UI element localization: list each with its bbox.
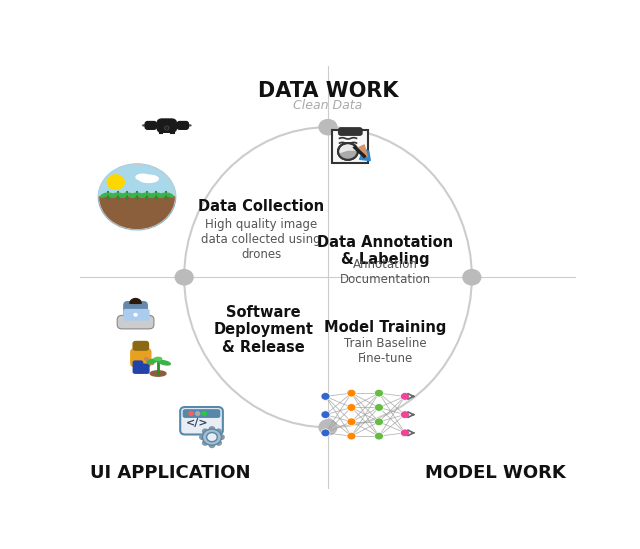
FancyBboxPatch shape [133,341,148,350]
Circle shape [196,412,200,415]
Circle shape [374,418,383,425]
Ellipse shape [159,193,166,197]
FancyBboxPatch shape [124,309,150,321]
FancyBboxPatch shape [117,315,154,329]
Wedge shape [99,197,176,230]
Circle shape [189,412,193,415]
Circle shape [202,441,208,445]
Circle shape [99,164,176,230]
Circle shape [401,429,410,436]
Circle shape [347,404,356,411]
Circle shape [130,299,141,308]
Circle shape [321,393,330,400]
FancyBboxPatch shape [339,128,362,135]
FancyBboxPatch shape [157,119,177,132]
Wedge shape [339,152,358,160]
Circle shape [202,429,208,434]
Text: Data Annotation
& Labeling: Data Annotation & Labeling [317,235,453,267]
FancyBboxPatch shape [130,348,152,367]
Text: UI APPLICATION: UI APPLICATION [90,464,250,482]
Ellipse shape [175,125,182,126]
Circle shape [319,120,337,135]
Ellipse shape [157,193,164,197]
FancyBboxPatch shape [332,130,368,163]
Text: Annotation
Documentation: Annotation Documentation [339,258,431,286]
Circle shape [463,270,481,285]
Circle shape [200,435,205,439]
Polygon shape [360,149,371,161]
Ellipse shape [128,193,134,197]
FancyBboxPatch shape [145,121,156,130]
Ellipse shape [108,193,115,197]
Wedge shape [99,164,176,197]
Text: </>: </> [186,418,209,428]
Text: Data Collection: Data Collection [198,199,324,214]
Circle shape [321,429,330,436]
Circle shape [209,443,214,447]
Circle shape [202,412,206,415]
Circle shape [374,432,383,440]
FancyBboxPatch shape [182,409,220,418]
Ellipse shape [110,193,117,197]
Circle shape [338,143,358,160]
Ellipse shape [134,347,147,349]
Text: Train Baseline
Fine-tune: Train Baseline Fine-tune [344,337,426,365]
Ellipse shape [150,371,166,376]
Circle shape [374,389,383,397]
Circle shape [347,432,356,440]
Text: Clean Data: Clean Data [293,99,363,113]
FancyBboxPatch shape [132,360,143,374]
FancyBboxPatch shape [139,363,150,374]
Ellipse shape [138,193,145,197]
Circle shape [319,419,337,435]
Circle shape [321,411,330,418]
Wedge shape [130,299,141,304]
Ellipse shape [149,193,156,197]
Circle shape [401,411,410,418]
Ellipse shape [136,174,150,180]
Circle shape [136,347,145,354]
Ellipse shape [120,193,127,197]
FancyBboxPatch shape [123,301,148,322]
Ellipse shape [130,193,136,197]
Ellipse shape [147,359,157,363]
Circle shape [219,435,224,439]
Circle shape [209,427,214,432]
Ellipse shape [159,361,170,365]
Ellipse shape [147,193,154,197]
Circle shape [175,270,193,285]
Polygon shape [356,145,367,156]
FancyBboxPatch shape [177,121,188,130]
Polygon shape [124,310,149,319]
Ellipse shape [140,193,147,197]
Ellipse shape [143,125,150,126]
FancyBboxPatch shape [180,407,223,434]
Circle shape [374,404,383,411]
Text: DATA WORK: DATA WORK [258,81,398,100]
Circle shape [347,389,356,397]
Circle shape [216,429,221,434]
Text: High quality image
data collected using
drones: High quality image data collected using … [201,218,321,261]
Circle shape [347,418,356,425]
Text: MODEL WORK: MODEL WORK [426,464,566,482]
Text: Model Training: Model Training [324,320,446,334]
Circle shape [202,429,221,445]
Ellipse shape [184,125,191,126]
Ellipse shape [166,193,173,197]
Circle shape [166,127,168,129]
Ellipse shape [118,193,125,197]
Ellipse shape [100,193,108,197]
Circle shape [108,175,124,189]
Circle shape [216,441,221,445]
Ellipse shape [152,125,159,126]
Text: Software
Deployment
& Release: Software Deployment & Release [214,305,314,355]
Circle shape [401,393,410,400]
Ellipse shape [139,175,158,182]
Circle shape [164,126,169,130]
Ellipse shape [154,357,162,360]
Circle shape [207,433,218,442]
Circle shape [134,313,137,316]
